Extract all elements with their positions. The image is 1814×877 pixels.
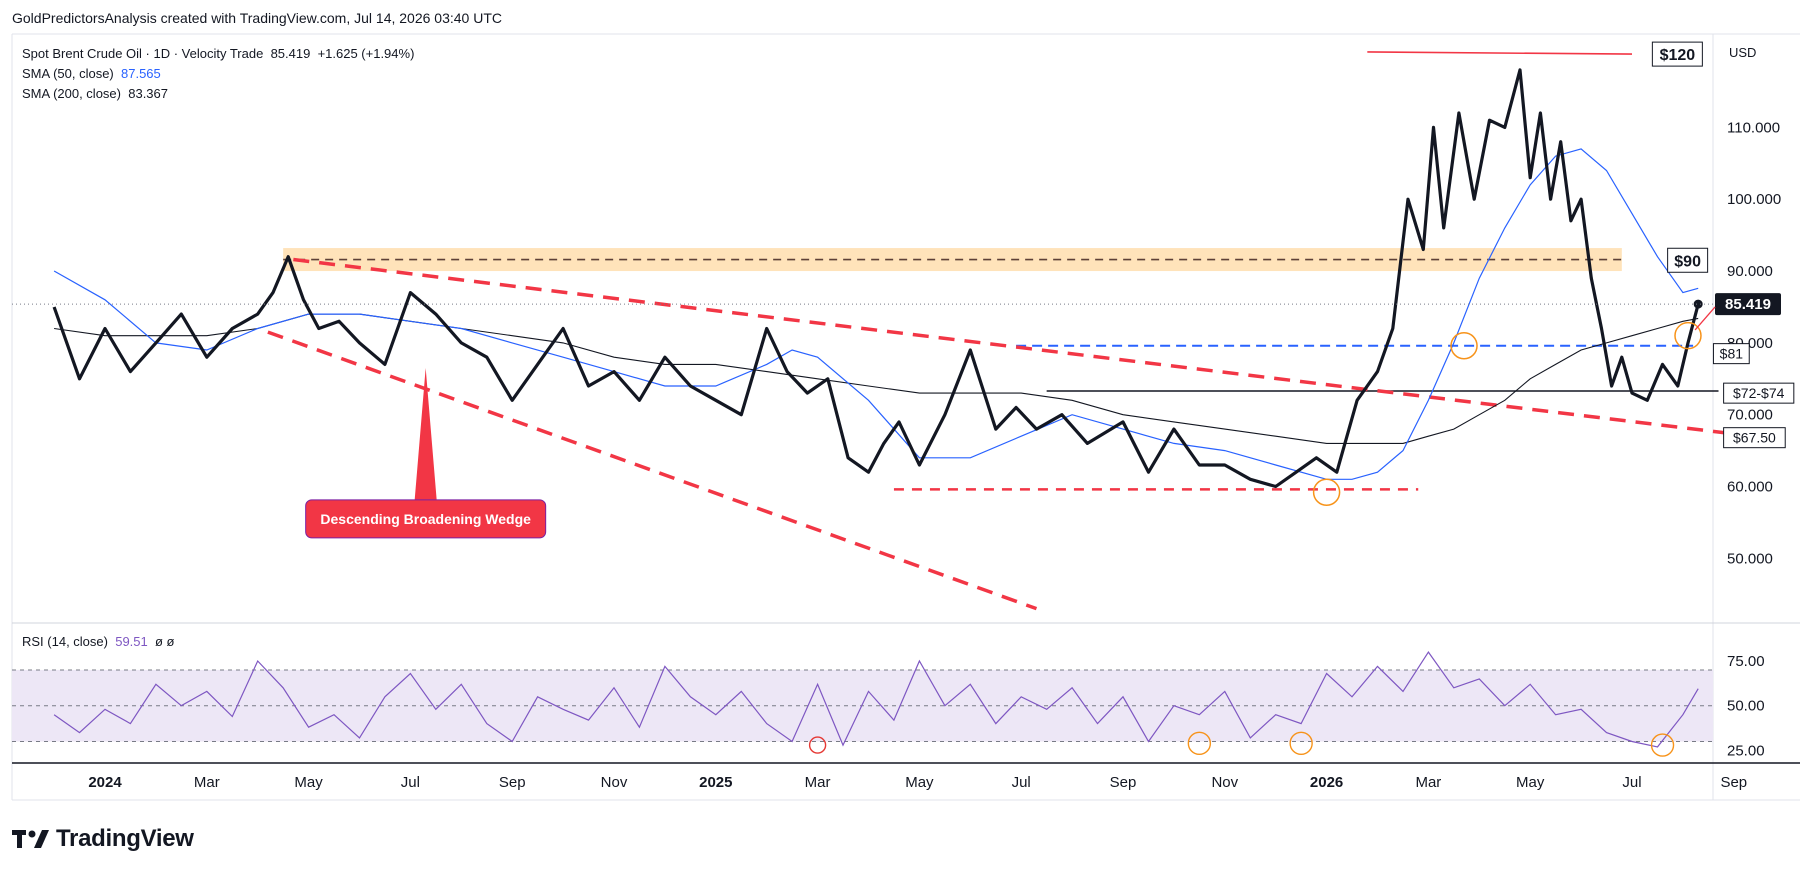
price-label-box-4 xyxy=(1723,427,1786,449)
highlight-circle-1 xyxy=(1674,321,1702,350)
legend-sma50-label: SMA (50, close) xyxy=(22,66,114,81)
rsi-axis-tick-1: 50.00 xyxy=(1727,698,1765,715)
price-last-point xyxy=(1693,299,1703,309)
tradingview-logo[interactable]: TradingView xyxy=(12,825,194,852)
pointer-arrow xyxy=(1694,306,1716,331)
currency-label[interactable]: USD xyxy=(1729,45,1757,60)
price-axis-tick-6: 110.000 xyxy=(1727,119,1780,136)
wedge-callout-pointer xyxy=(414,368,437,500)
price-label-1: $90 xyxy=(1674,253,1701,270)
legend-sma200-row[interactable]: SMA (200, close) 83.367 xyxy=(22,86,168,101)
price-label-box-3 xyxy=(1723,382,1795,404)
price-axis-tick-4: 90.000 xyxy=(1727,263,1773,280)
time-axis-tick-16: Sep xyxy=(1720,774,1747,791)
rsi-legend-extra: ø ø xyxy=(155,634,175,649)
tradingview-logo-icon xyxy=(12,830,49,848)
rsi-highlight-circle-0 xyxy=(808,736,827,754)
legend-sma50-value: 87.565 xyxy=(121,66,161,81)
rsi-line xyxy=(53,651,1699,748)
wedge-callout-box xyxy=(305,499,547,539)
highlight-circle-0 xyxy=(1450,331,1478,360)
legend-symbol-row: Spot Brent Crude Oil · 1D · Velocity Tra… xyxy=(22,46,414,61)
time-axis-tick-7: Mar xyxy=(805,774,831,791)
rsi-axis-tick-2: 75.00 xyxy=(1727,653,1765,670)
rsi-highlight-circle-3 xyxy=(1650,733,1675,757)
time-axis-tick-9: Jul xyxy=(1012,774,1031,791)
time-axis-tick-6: 2025 xyxy=(699,774,732,791)
chart-credit: GoldPredictorsAnalysis created with Trad… xyxy=(12,10,502,26)
time-axis-tick-11: Nov xyxy=(1211,774,1238,791)
price-label-4: $67.50 xyxy=(1733,430,1776,446)
time-axis-tick-3: Jul xyxy=(401,774,420,791)
time-axis-tick-2: May xyxy=(294,774,323,791)
time-axis-tick-10: Sep xyxy=(1110,774,1137,791)
price-label-box-1 xyxy=(1667,247,1709,273)
legend-sma200-label: SMA (200, close) xyxy=(22,86,121,101)
time-axis-tick-5: Nov xyxy=(601,774,628,791)
highlight-circle-2 xyxy=(1312,478,1341,507)
wedge-callout-text: Descending Broadening Wedge xyxy=(320,511,531,527)
time-axis-tick-14: May xyxy=(1516,774,1545,791)
rsi-legend-label: RSI (14, close) xyxy=(22,634,108,649)
price-label-3: $72-$74 xyxy=(1733,385,1785,401)
price-axis-tick-5: 100.000 xyxy=(1727,191,1781,208)
wedge-upper-trendline xyxy=(293,257,1724,435)
rsi-highlight-circle-1 xyxy=(1187,731,1212,756)
price-axis-tick-0: 50.000 xyxy=(1727,550,1773,567)
legend-sma50-row[interactable]: SMA (50, close) 87.565 xyxy=(22,66,161,81)
price-label-0: $120 xyxy=(1660,47,1696,64)
rsi-legend[interactable]: RSI (14, close) 59.51 ø ø xyxy=(22,634,175,649)
time-axis-tick-15: Jul xyxy=(1622,774,1641,791)
price-label-2: $81 xyxy=(1720,346,1744,362)
legend-change: +1.625 (+1.94%) xyxy=(317,46,415,61)
resistance-zone-90 xyxy=(283,248,1622,272)
price-label-box-0 xyxy=(1651,41,1703,67)
tradingview-logo-text: TradingView xyxy=(56,825,194,852)
price-axis-tick-2: 70.000 xyxy=(1727,407,1773,424)
price-axis-tick-1: 60.000 xyxy=(1727,479,1773,496)
legend-sma200-value: 83.367 xyxy=(128,86,168,101)
last-price-badge xyxy=(1715,293,1781,316)
rsi-axis-tick-0: 25.00 xyxy=(1727,742,1765,759)
legend-symbol[interactable]: Spot Brent Crude Oil · 1D · Velocity Tra… xyxy=(22,46,264,61)
time-axis-tick-8: May xyxy=(905,774,934,791)
price-line xyxy=(52,68,1700,489)
time-axis-tick-13: Mar xyxy=(1415,774,1441,791)
last-price-badge-text: 85.419 xyxy=(1725,296,1771,313)
time-axis-tick-0: 2024 xyxy=(88,774,122,791)
sma200-line xyxy=(54,313,1699,444)
time-axis-tick-12: 2026 xyxy=(1310,774,1343,791)
wedge-lower-trendline xyxy=(267,330,1038,611)
time-axis-tick-1: Mar xyxy=(194,774,220,791)
price-label-box-2 xyxy=(1712,343,1750,365)
rsi-legend-value: 59.51 xyxy=(115,634,148,649)
target-line-120 xyxy=(1367,51,1633,55)
rsi-highlight-circle-2 xyxy=(1289,731,1313,756)
legend-last-price: 85.419 xyxy=(270,46,311,61)
time-axis-tick-4: Sep xyxy=(499,774,526,791)
